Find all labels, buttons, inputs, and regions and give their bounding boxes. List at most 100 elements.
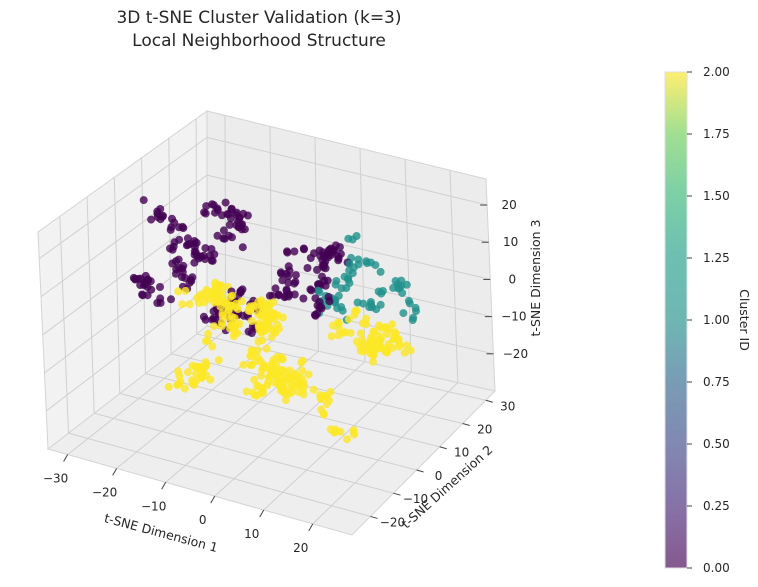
x-grid-wall-5 [449, 170, 459, 383]
point-cluster-0 [238, 243, 247, 252]
point-cluster-0 [307, 286, 316, 295]
point-cluster-2 [214, 356, 223, 365]
point-cluster-2 [272, 360, 281, 369]
point-cluster-1 [398, 289, 407, 297]
colorbar-tick-label-7: 0.25 [703, 499, 730, 513]
point-cluster-1 [314, 286, 323, 295]
point-cluster-2 [239, 360, 248, 369]
colorbar-tick-label-0: 2.00 [703, 65, 730, 79]
z-grid-right-2 [206, 212, 491, 280]
point-cluster-0 [313, 265, 321, 274]
point-cluster-2 [208, 342, 217, 351]
point-cluster-2 [253, 346, 262, 355]
z-tick-label-0: 20 [501, 198, 516, 212]
point-cluster-2 [224, 306, 233, 315]
point-cluster-0 [201, 244, 210, 253]
point-cluster-2 [254, 382, 263, 391]
point-cluster-2 [210, 298, 219, 307]
point-cluster-2 [174, 287, 183, 296]
x-grid-floor-4 [263, 371, 412, 511]
point-cluster-0 [284, 278, 293, 287]
y-tick-mark-1 [393, 492, 401, 496]
point-cluster-0 [334, 254, 343, 263]
point-cluster-0 [306, 254, 315, 262]
scatter-points [129, 196, 420, 444]
point-cluster-2 [209, 322, 218, 331]
y-tick-label-5: 30 [500, 399, 515, 413]
point-cluster-0 [318, 248, 327, 257]
point-cluster-0 [290, 247, 299, 256]
point-cluster-1 [371, 261, 380, 270]
point-cluster-2 [362, 320, 371, 329]
point-cluster-1 [376, 300, 385, 309]
point-cluster-1 [331, 280, 340, 289]
point-cluster-0 [187, 277, 196, 285]
point-cluster-1 [337, 284, 346, 293]
y-tick-label-4: 20 [477, 423, 492, 437]
chart-title-line-2: Local Neighborhood Structure [132, 31, 386, 51]
point-cluster-0 [158, 212, 167, 221]
y-grid-wall-0 [59, 216, 70, 434]
point-cluster-0 [290, 290, 299, 299]
point-cluster-0 [234, 223, 243, 232]
point-cluster-2 [326, 388, 335, 396]
point-cluster-0 [311, 311, 320, 320]
point-cluster-0 [299, 244, 308, 253]
point-cluster-2 [309, 385, 318, 394]
colorbar-tick-label-8: 0.00 [703, 561, 730, 575]
point-cluster-2 [295, 379, 304, 388]
point-cluster-0 [220, 234, 229, 243]
point-cluster-0 [147, 215, 156, 224]
point-cluster-0 [201, 255, 209, 264]
point-cluster-2 [316, 393, 325, 402]
point-cluster-0 [277, 269, 286, 278]
point-cluster-2 [369, 357, 377, 366]
point-cluster-0 [318, 272, 326, 281]
point-cluster-2 [226, 321, 235, 330]
point-cluster-0 [225, 220, 234, 229]
x-grid-floor-5 [312, 382, 459, 525]
point-cluster-0 [138, 291, 147, 300]
point-cluster-0 [324, 292, 333, 301]
point-cluster-2 [173, 381, 182, 389]
x-tick-mark-3 [210, 495, 216, 504]
point-cluster-2 [200, 363, 209, 372]
point-cluster-1 [377, 289, 386, 298]
colorbar-tick-label-5: 0.75 [703, 375, 730, 389]
point-cluster-0 [321, 264, 330, 273]
point-cluster-2 [395, 342, 403, 351]
point-cluster-2 [334, 331, 343, 340]
point-cluster-0 [221, 198, 230, 207]
point-cluster-0 [185, 239, 194, 248]
point-cluster-2 [304, 370, 313, 379]
point-cluster-2 [341, 328, 349, 337]
point-cluster-0 [202, 202, 211, 211]
point-cluster-2 [247, 361, 256, 369]
point-cluster-2 [281, 396, 290, 405]
y-tick-label-0: −20 [380, 515, 405, 529]
z-grid-left-4 [45, 287, 208, 412]
point-cluster-2 [319, 410, 328, 419]
point-cluster-0 [282, 285, 291, 294]
point-cluster-2 [188, 376, 196, 385]
point-cluster-2 [259, 363, 268, 372]
z-tick-label-3: −10 [501, 310, 526, 324]
x-grid-wall-4 [404, 159, 412, 373]
colorbar-tick-label-1: 1.75 [703, 127, 730, 141]
point-cluster-2 [229, 332, 238, 341]
point-cluster-0 [178, 273, 186, 282]
point-cluster-0 [171, 257, 180, 266]
point-cluster-2 [382, 329, 391, 338]
colorbar-label: Cluster ID [737, 289, 752, 351]
point-cluster-2 [328, 321, 337, 330]
point-cluster-0 [170, 238, 179, 247]
point-cluster-0 [190, 258, 199, 267]
point-cluster-2 [180, 384, 189, 393]
point-cluster-2 [350, 430, 359, 439]
colorbar-tick-label-3: 1.25 [703, 251, 730, 265]
point-cluster-1 [376, 267, 385, 276]
point-cluster-1 [362, 257, 371, 266]
point-cluster-0 [136, 274, 145, 283]
y-tick-mark-0 [370, 515, 378, 519]
point-cluster-2 [343, 435, 351, 444]
